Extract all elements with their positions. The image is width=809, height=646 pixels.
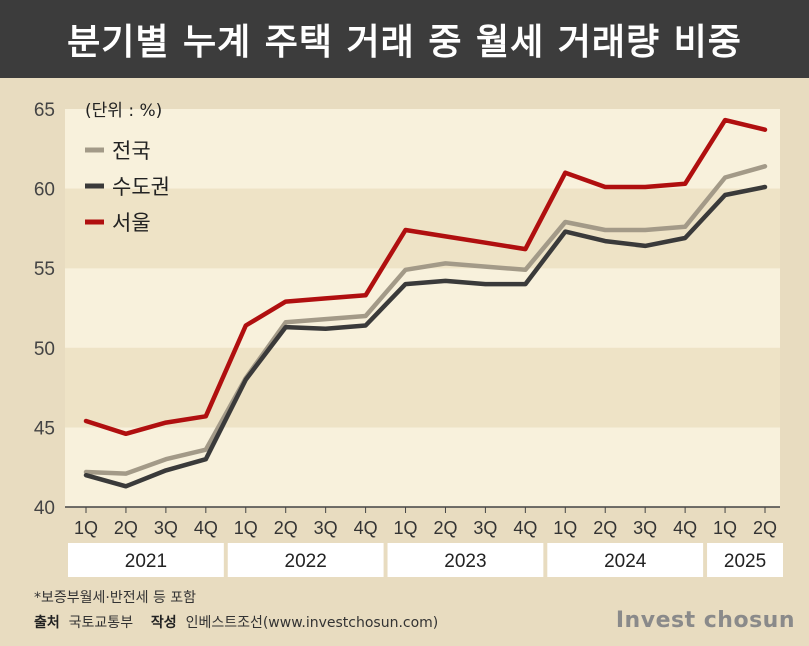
x-tick-label: 2Q: [433, 518, 457, 538]
y-tick-label: 45: [34, 418, 55, 439]
x-tick-label: 3Q: [633, 518, 657, 538]
brand-logo: Invest chosun: [615, 608, 795, 633]
x-tick-label: 3Q: [154, 518, 178, 538]
series-line: [83, 184, 768, 489]
grid-band: [65, 268, 780, 348]
x-tick-label: 1Q: [74, 518, 98, 538]
source-value: 국토교통부: [68, 615, 134, 631]
x-tick-label: 1Q: [394, 518, 418, 538]
y-tick-label: 50: [34, 339, 55, 360]
grid-band: [65, 109, 780, 189]
y-tick-label: 55: [34, 259, 55, 280]
legend-label: 서울: [112, 211, 151, 235]
year-label: 2022: [285, 551, 327, 572]
x-tick-label: 4Q: [194, 518, 218, 538]
year-box: [547, 543, 704, 577]
source-line: 출처 국토교통부 작성 인베스트조선(www.investchosun.com): [34, 612, 438, 632]
x-tick-label: 3Q: [473, 518, 497, 538]
y-tick-label: 65: [34, 100, 55, 121]
x-tick-label: 2Q: [114, 518, 138, 538]
unit-label: (단위 : %): [85, 101, 162, 121]
year-label: 2023: [444, 551, 486, 572]
series-line: [83, 164, 768, 476]
x-tick-label: 4Q: [513, 518, 537, 538]
x-tick-label: 4Q: [673, 518, 697, 538]
x-tick-label: 2Q: [274, 518, 298, 538]
legend-label: 전국: [112, 139, 151, 163]
year-label: 2025: [724, 551, 766, 572]
year-label: 2024: [604, 551, 647, 572]
grid-band: [65, 347, 780, 428]
x-tick-label: 2Q: [593, 518, 617, 538]
year-label: 2021: [125, 551, 167, 572]
title-bar: 분기별 누계 주택 거래 중 월세 거래량 비중: [0, 0, 809, 78]
chart-title: 분기별 누계 주택 거래 중 월세 거래량 비중: [67, 22, 742, 63]
x-tick-label: 1Q: [234, 518, 258, 538]
y-tick-label: 60: [34, 180, 55, 201]
x-tick-label: 1Q: [713, 518, 737, 538]
year-box: [68, 543, 224, 577]
line-chart: 40 45 50 55 60 65 1Q 2Q 3Q 4Q 1Q 2Q 3Q 4Q 1Q 2Q 3Q 4Q 1Q 2Q…: [34, 100, 783, 577]
footnote: *보증부월세·반전세 등 포함: [34, 590, 197, 606]
x-tick-label: 3Q: [314, 518, 338, 538]
year-box: [227, 543, 384, 577]
legend-label: 수도권: [112, 175, 170, 199]
x-tick-label: 2Q: [753, 518, 777, 538]
x-tick-label: 1Q: [553, 518, 577, 538]
author-value: 인베스트조선(www.investchosun.com): [185, 615, 439, 631]
year-box: [387, 543, 544, 577]
author-label: 작성: [150, 615, 177, 631]
y-tick-label: 40: [34, 498, 55, 519]
year-box: [707, 543, 783, 577]
source-label: 출처: [34, 615, 60, 631]
series-line: [83, 117, 768, 437]
x-tick-label: 4Q: [354, 518, 378, 538]
